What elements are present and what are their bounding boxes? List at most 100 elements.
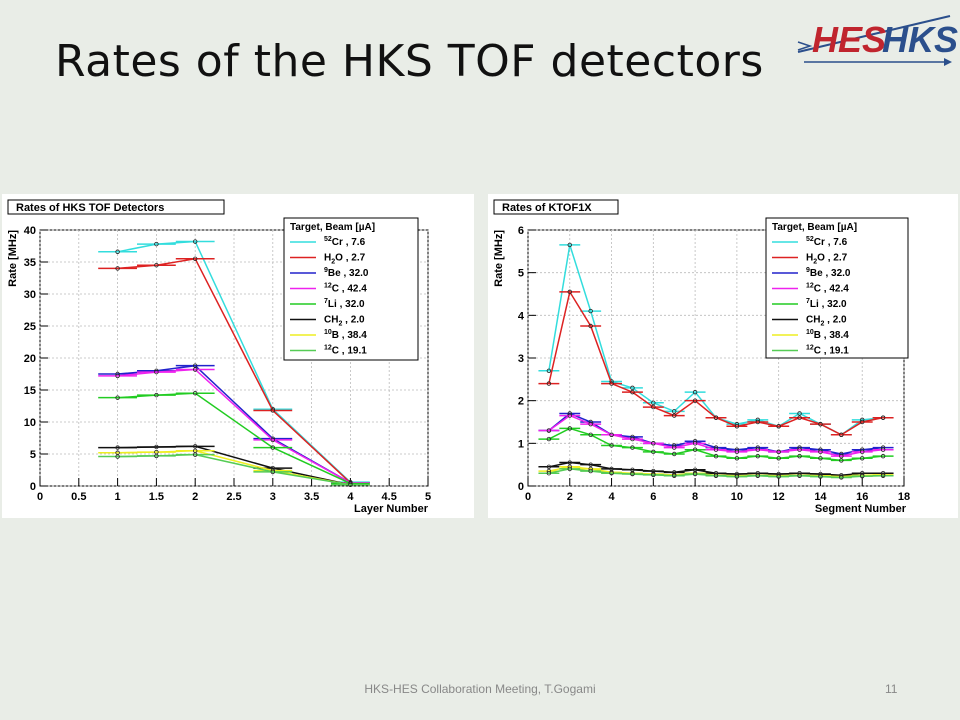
data-point — [651, 404, 656, 410]
legend-label: 9Be , 32.0 — [324, 267, 369, 279]
legend-label: 52Cr , 7.6 — [806, 236, 848, 248]
legend-label: 12C , 42.4 — [324, 283, 367, 295]
data-point — [880, 453, 886, 459]
y-axis-label: Rate [MHz] — [493, 230, 505, 287]
data-point — [734, 456, 740, 461]
x-tick-label: 3 — [270, 491, 276, 503]
data-point — [154, 369, 159, 375]
data-point — [567, 466, 572, 472]
y-tick-label: 1 — [518, 438, 524, 450]
data-point — [546, 471, 552, 476]
data-point — [818, 449, 823, 455]
x-tick-label: 16 — [856, 491, 868, 503]
y-tick-label: 30 — [24, 289, 36, 301]
data-point — [192, 239, 198, 244]
data-point — [755, 473, 760, 478]
y-tick-label: 20 — [24, 353, 36, 365]
chart-panel-left: Rates of HKS TOF Detectors 0 5 10 15 20 25 30 35… — [2, 194, 474, 518]
y-tick-label: 6 — [518, 225, 524, 237]
data-point — [672, 409, 677, 414]
data-point — [692, 441, 698, 446]
legend-header: Target, Beam [µA] — [772, 222, 857, 233]
data-point — [567, 289, 572, 295]
x-tick-label: 5 — [425, 491, 431, 503]
data-point — [776, 424, 781, 429]
data-point — [270, 408, 275, 413]
y-tick-label: 0 — [518, 481, 524, 493]
data-point — [588, 432, 593, 437]
y-tick-label: 25 — [24, 321, 36, 333]
data-point — [797, 473, 802, 478]
data-point — [672, 473, 677, 478]
data-point — [651, 472, 656, 478]
legend-label: 12C , 19.1 — [806, 345, 849, 357]
data-point — [154, 241, 159, 247]
data-point — [651, 400, 656, 405]
data-point — [630, 445, 635, 450]
data-point — [713, 415, 719, 420]
x-tick-label: 2 — [567, 491, 573, 503]
data-point — [270, 437, 275, 443]
data-point — [776, 474, 781, 479]
data-point — [651, 449, 656, 455]
data-point — [154, 444, 159, 450]
data-point — [692, 447, 698, 452]
x-tick-label: 0.5 — [71, 491, 86, 503]
data-point — [797, 453, 802, 459]
legend-label: H2O , 2.7 — [806, 253, 848, 266]
data-point — [630, 471, 635, 477]
data-point — [115, 454, 120, 459]
legend-label: 10B , 38.4 — [324, 329, 367, 341]
data-point — [630, 389, 635, 395]
data-point — [609, 381, 614, 386]
x-axis-label: Layer Number — [354, 503, 429, 515]
data-point — [818, 456, 823, 461]
data-point — [776, 449, 781, 455]
y-tick-label: 2 — [518, 396, 524, 408]
x-tick-label: 12 — [773, 491, 785, 503]
x-tick-label: 0 — [525, 491, 531, 503]
data-point — [567, 413, 572, 418]
hes-hks-logo: HES HKS — [797, 15, 958, 66]
data-point — [115, 373, 120, 379]
data-point — [348, 482, 353, 487]
legend-label: CH2 , 2.0 — [806, 315, 847, 328]
y-axis-label: Rate [MHz] — [7, 230, 19, 287]
data-point — [609, 471, 614, 476]
chart-title-box — [493, 199, 619, 215]
data-point — [860, 473, 865, 479]
data-point — [692, 398, 698, 403]
x-tick-label: 1 — [115, 491, 121, 503]
logo-left-text: HES — [812, 19, 886, 60]
data-point — [546, 428, 552, 433]
legend-label: 12C , 42.4 — [806, 283, 849, 295]
slide-title: Rates of the HKS TOF detectors — [55, 36, 764, 87]
data-point — [588, 323, 593, 329]
data-point — [609, 443, 614, 448]
x-tick-label: 8 — [692, 491, 698, 503]
x-tick-label: 4 — [347, 491, 354, 503]
legend-label: 10B , 38.4 — [806, 329, 849, 341]
data-point — [588, 468, 593, 474]
y-tick-label: 10 — [24, 417, 36, 429]
data-point — [192, 390, 198, 396]
legend-label: CH2 , 2.0 — [324, 315, 365, 328]
data-point — [860, 456, 865, 461]
footer-text: HKS-HES Collaboration Meeting, T.Gogami — [364, 682, 596, 696]
legend-header: Target, Beam [µA] — [290, 222, 375, 233]
data-point — [755, 447, 760, 452]
y-tick-label: 5 — [518, 268, 524, 280]
x-tick-label: 10 — [731, 491, 743, 503]
data-point — [192, 367, 198, 372]
data-point — [115, 445, 120, 450]
y-tick-label: 40 — [24, 225, 36, 237]
x-axis-label: Segment Number — [815, 503, 907, 515]
chart-hks-tof: Rates of HKS TOF Detectors05101520253035… — [7, 199, 431, 515]
legend-label: 52Cr , 7.6 — [324, 236, 366, 248]
data-point — [546, 464, 552, 469]
data-point — [713, 447, 719, 452]
chart-title: Rates of HKS TOF Detectors — [16, 202, 164, 214]
y-tick-label: 3 — [518, 353, 524, 365]
x-tick-label: 14 — [814, 491, 827, 503]
data-point — [192, 256, 198, 262]
